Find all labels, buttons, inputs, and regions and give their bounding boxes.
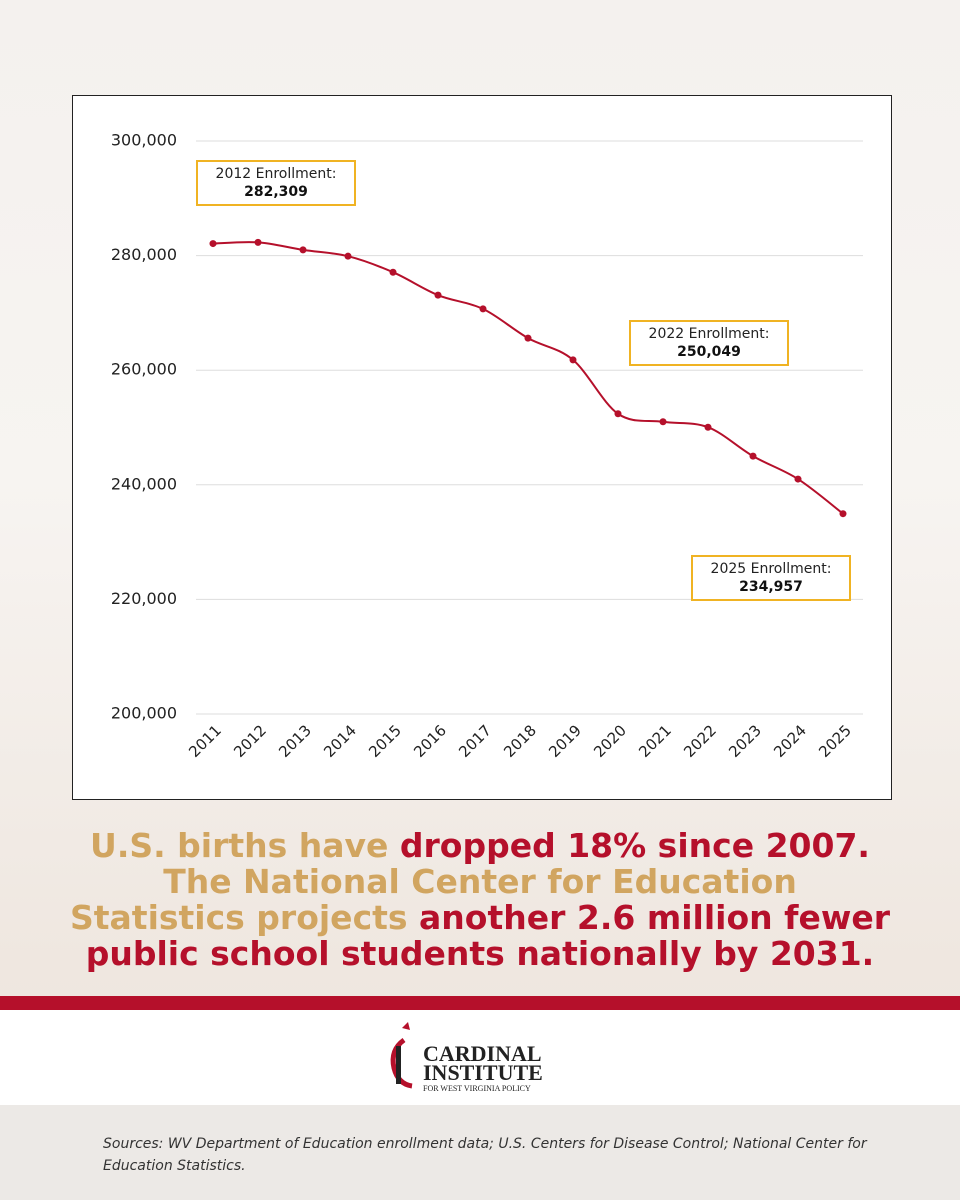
logo-tagline: FOR WEST VIRGINIA POLICY [423, 1084, 531, 1093]
logo-mark [396, 1046, 401, 1084]
point [524, 334, 532, 342]
x-tick-label: 2014 [320, 721, 360, 761]
point [794, 475, 802, 483]
chart: 200,000 220,000 240,000 260,000 280,000 300,0… [111, 131, 863, 761]
logo-mark [402, 1022, 410, 1030]
point [434, 291, 442, 299]
x-tick-label: 2012 [230, 721, 270, 761]
headline-segment: public school students nationally by 203… [85, 934, 875, 973]
headline-line: public school students nationally by 203… [0, 936, 960, 972]
annotation-box [629, 320, 789, 366]
x-tick-label: 2015 [365, 721, 405, 761]
annotation-value: 234,957 [739, 579, 803, 595]
x-tick-label: 2024 [770, 721, 810, 761]
headline-segment: another 2.6 million fewer [419, 898, 890, 937]
headline-line: Statistics projects another 2.6 million … [0, 900, 960, 936]
point [299, 246, 307, 254]
y-tick-label: 300,000 [111, 131, 177, 150]
point [749, 452, 757, 460]
x-tick-label: 2013 [275, 721, 315, 761]
annotation-text: 2012 Enrollment: [216, 166, 337, 182]
headline: U.S. births have dropped 18% since 2007.… [0, 828, 960, 972]
logo: CARDINAL INSTITUTE FOR WEST VIRGINIA POL… [390, 1022, 543, 1093]
y-tick-label: 240,000 [111, 474, 177, 493]
annotation-text: 2022 Enrollment: [649, 326, 770, 342]
y-tick-label: 280,000 [111, 245, 177, 264]
sources: Sources: WV Department of Education enro… [103, 1136, 867, 1174]
headline-segment: Statistics projects [69, 898, 420, 937]
point [614, 410, 622, 418]
point [209, 240, 217, 248]
logo-mark [390, 1037, 413, 1089]
annotation-box [691, 555, 851, 601]
x-tick-label: 2023 [725, 721, 765, 761]
chart-box: 200,000 220,000 240,000 260,000 280,000 300,0… [72, 95, 892, 800]
headline-segment: U.S. births have [90, 826, 400, 865]
x-tick-label: 2017 [455, 721, 495, 761]
y-tick-label: 200,000 [111, 704, 177, 723]
x-tick-label: 2020 [590, 721, 630, 761]
headline-line: The National Center for Education [0, 864, 960, 900]
annotation-box [196, 160, 356, 206]
point [659, 418, 667, 426]
y-tick-label: 220,000 [111, 589, 177, 608]
point [344, 252, 352, 260]
headline-line: U.S. births have dropped 18% since 2007. [0, 828, 960, 864]
point [704, 423, 712, 431]
x-tick-label: 2011 [185, 721, 225, 761]
headline-segment: The National Center for Education [163, 862, 797, 901]
headline-segment: dropped 18% since 2007. [399, 826, 870, 865]
x-tick-label: 2019 [545, 721, 585, 761]
red-band [0, 996, 960, 1010]
annotation-value: 282,309 [244, 184, 308, 200]
point [479, 305, 487, 313]
point [839, 510, 847, 518]
x-tick-label: 2022 [680, 721, 720, 761]
logo-text: CARDINAL [423, 1041, 542, 1066]
point [254, 238, 262, 246]
x-tick-label: 2021 [635, 721, 675, 761]
logo-text: INSTITUTE [423, 1060, 543, 1085]
logo-area: CARDINAL INSTITUTE FOR WEST VIRGINIA POL… [0, 1010, 960, 1105]
x-tick-label: 2018 [500, 721, 540, 761]
x-tick-label: 2016 [410, 721, 450, 761]
annotation-value: 250,049 [677, 344, 741, 360]
x-tick-label: 2025 [815, 721, 855, 761]
footer [0, 1105, 960, 1200]
y-tick-label: 260,000 [111, 360, 177, 379]
line [212, 241, 844, 515]
point [389, 268, 397, 276]
annotation-text: 2025 Enrollment: [711, 561, 832, 577]
point [569, 356, 577, 364]
